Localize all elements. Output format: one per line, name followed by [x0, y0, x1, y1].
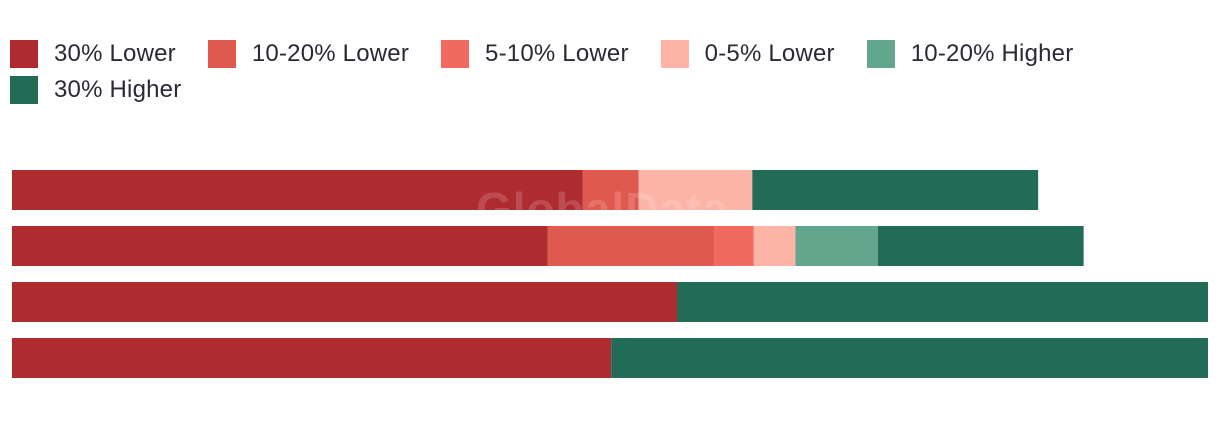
legend-swatch-10-20-higher	[866, 40, 895, 68]
legend-swatch-5-10-lower	[441, 40, 470, 68]
legend-label-0-5-lower: 0-5% Lower	[704, 40, 835, 67]
bar-segment-row1-series1	[12, 170, 583, 210]
bar-segment-row2-series1	[12, 226, 548, 266]
legend-label-10-20-lower: 10-20% Lower	[251, 40, 410, 67]
bar-segment-row2-series6	[877, 226, 1084, 266]
legend-item-10-20-higher: 10-20% Higher	[866, 40, 1074, 68]
legend-label-10-20-higher: 10-20% Higher	[910, 40, 1074, 67]
legend-item-0-5-lower: 0-5% Lower	[660, 40, 835, 68]
legend-label-5-10-lower: 5-10% Lower	[485, 40, 629, 67]
legend-item-10-20-lower: 10-20% Lower	[207, 40, 410, 68]
legend-item-30-lower: 30% Lower	[10, 40, 176, 68]
legend-swatch-0-5-lower	[660, 40, 689, 68]
bar-segment-row3-series6	[676, 282, 1208, 322]
bar-segment-row1-series6	[752, 170, 1039, 210]
bar-segment-row2-series4	[753, 226, 796, 266]
bar-segment-row2-series2	[547, 226, 715, 266]
bar-segment-row4-series6	[611, 338, 1208, 378]
bar-segment-row2-series3	[714, 226, 754, 266]
legend-label-30-lower: 30% Lower	[54, 40, 176, 67]
legend-swatch-30-higher	[10, 76, 38, 104]
legend-item-5-10-lower: 5-10% Lower	[441, 40, 629, 68]
legend-swatch-10-20-lower	[207, 40, 236, 68]
bar-segment-row1-series2	[582, 170, 639, 210]
bar-segment-row2-series5	[795, 226, 878, 266]
legend-label-30-higher: 30% Higher	[54, 76, 182, 103]
bar-segment-row4-series1	[12, 338, 612, 378]
bar-segment-row3-series1	[12, 282, 677, 322]
chart-legend: 30% Lower 10-20% Lower 5-10% Lower 0-5% …	[10, 40, 1210, 104]
bar-segment-row1-series4	[638, 170, 753, 210]
legend-swatch-30-lower	[10, 40, 38, 68]
legend-item-30-higher: 30% Higher	[10, 76, 181, 104]
